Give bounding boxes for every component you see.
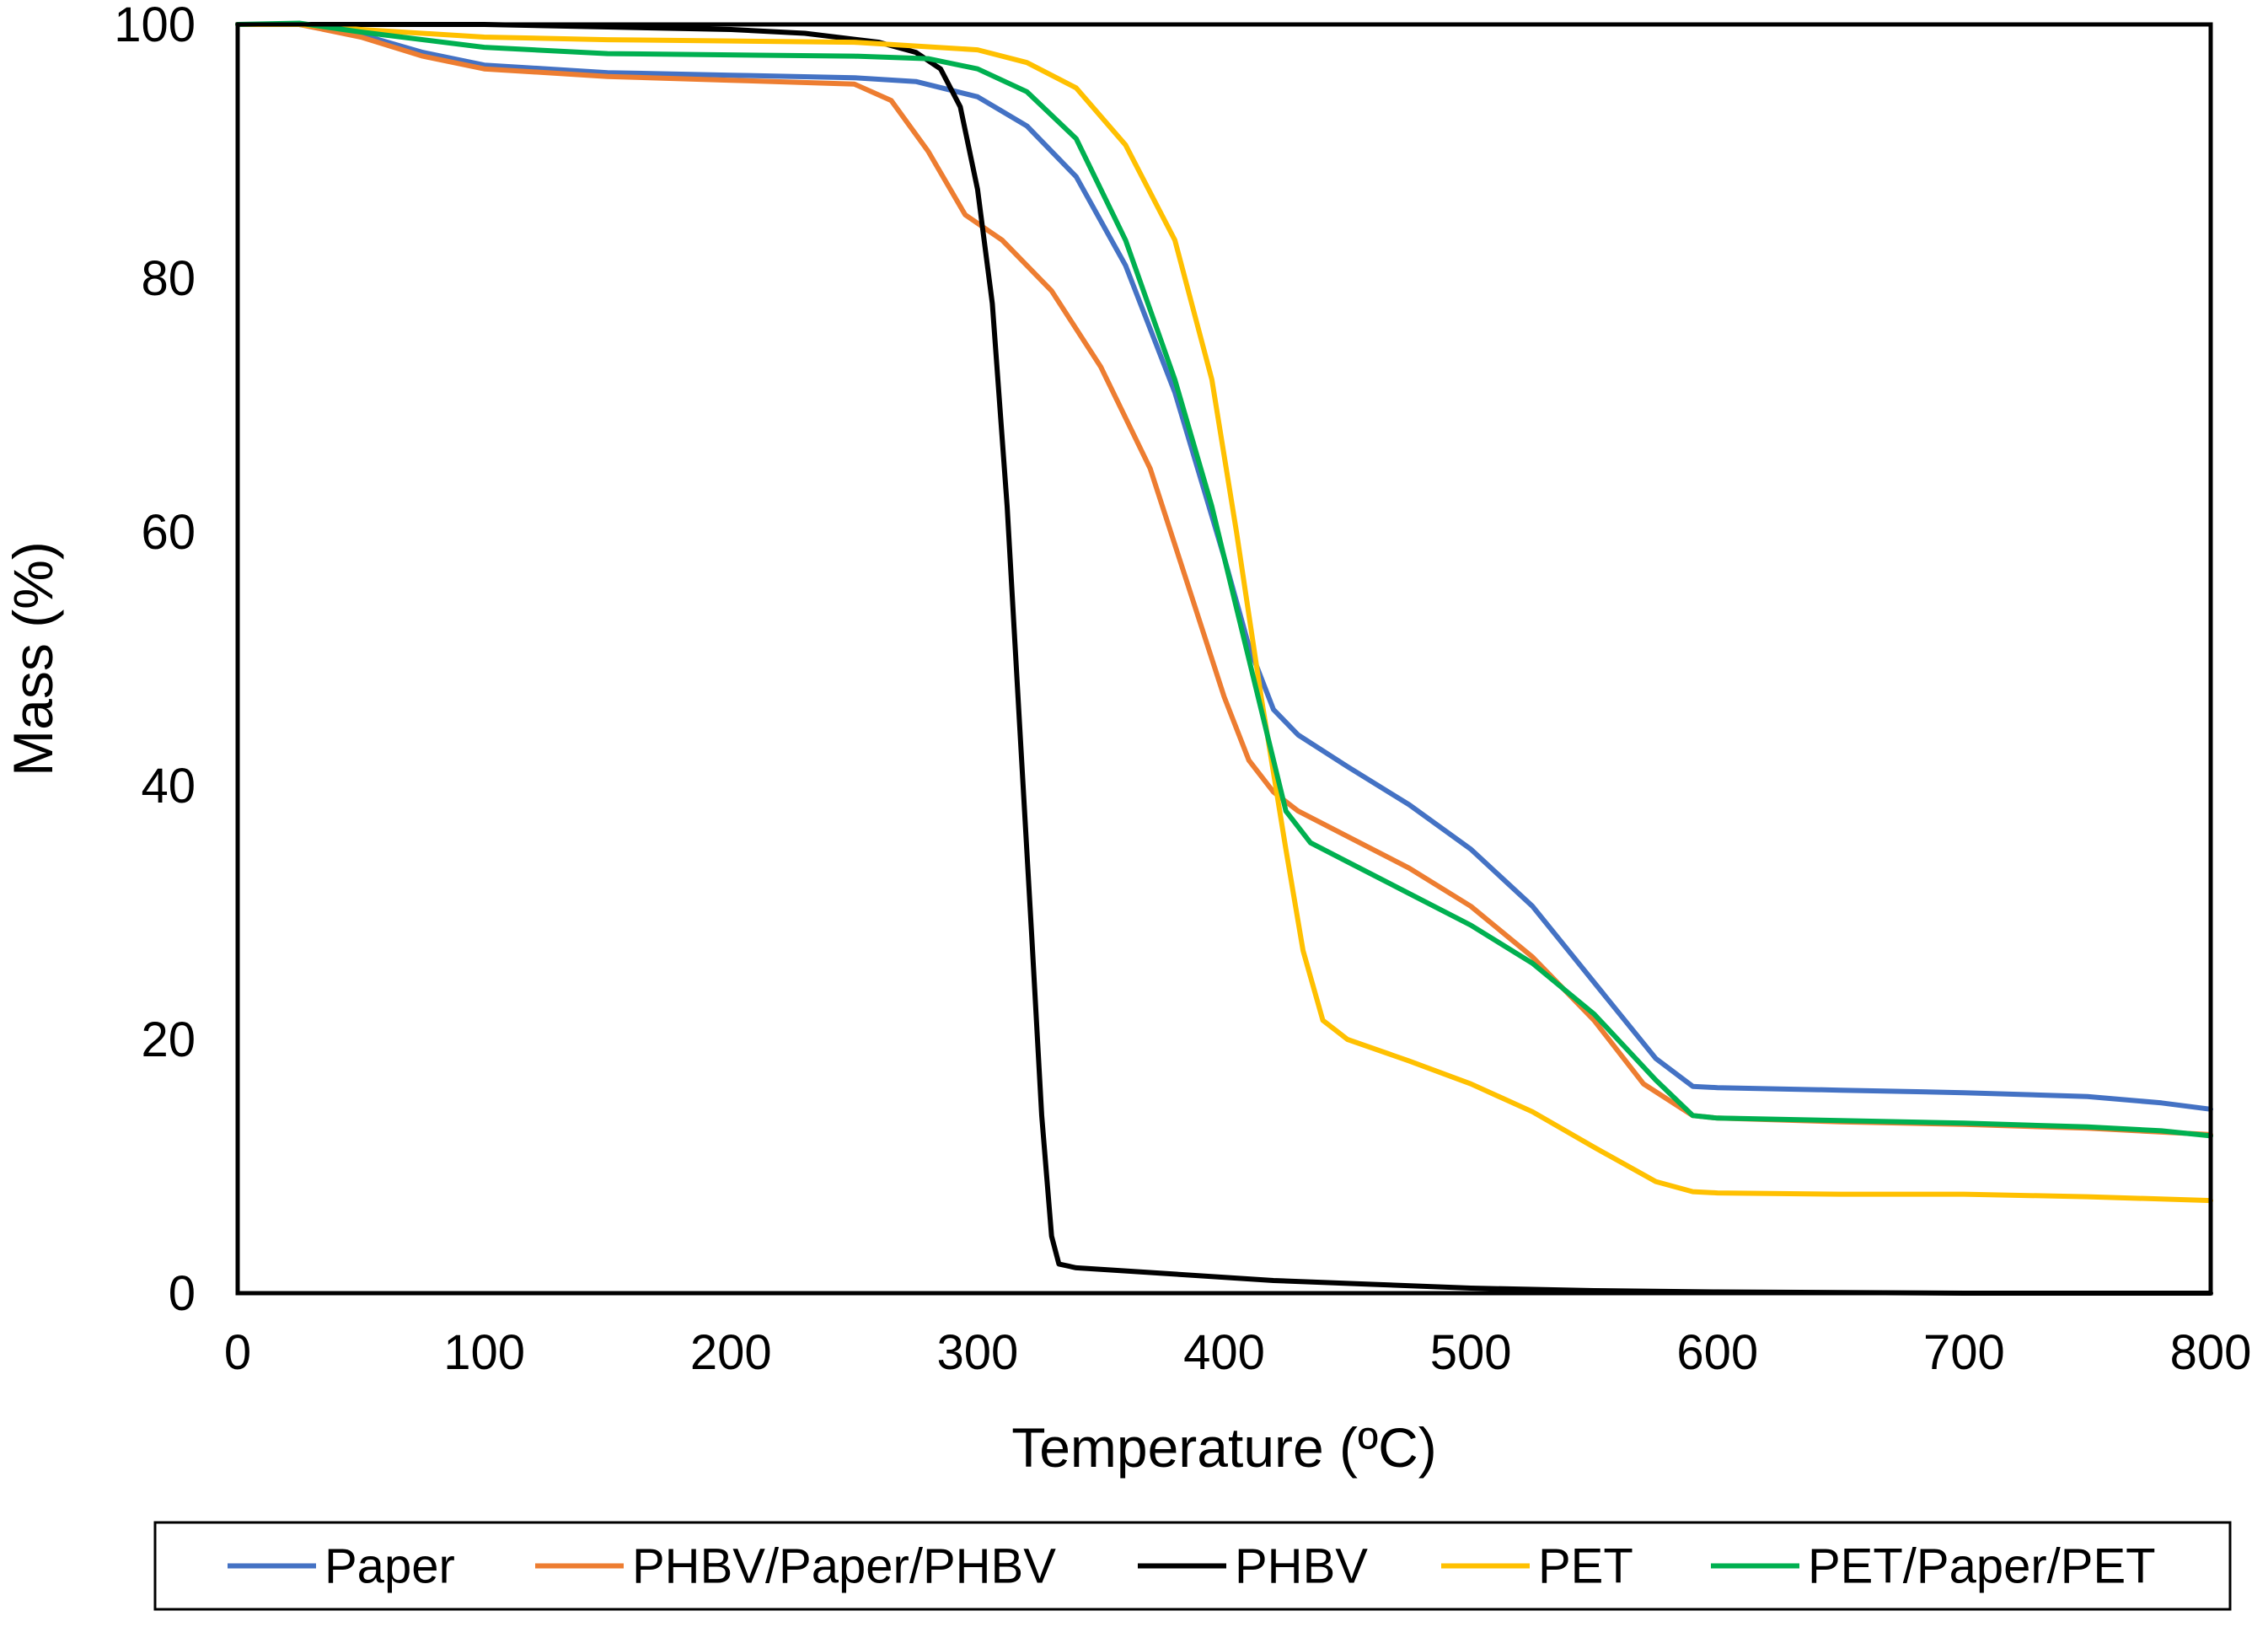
x-axis-title: Temperature (ºC) [1011,1416,1437,1479]
plot-frame [235,22,2213,1296]
x-tick-labels: 0 100 200 300 400 500 600 700 800 [224,1325,2252,1380]
series-layer [235,20,2213,1296]
legend-label: PHBV [1235,1539,1368,1594]
legend-item-pet: PET [1441,1539,1633,1594]
legend-label: Paper [324,1539,455,1594]
y-tick-label: 60 [141,505,196,560]
legend-label: PET/Paper/PET [1808,1539,2156,1594]
legend-items: Paper PHBV/Paper/PHBV PHBV PET PET/Paper/PET [228,1539,2156,1594]
legend-item-phbv: PHBV [1138,1539,1368,1594]
y-tick-label: 80 [141,251,196,306]
x-tick-label: 300 [936,1325,1018,1380]
x-tick-label: 500 [1430,1325,1512,1380]
y-tick-label: 40 [141,759,196,814]
legend-label: PHBV/Paper/PHBV [632,1539,1056,1594]
legend-item-paper: Paper [228,1539,455,1594]
x-tick-label: 100 [443,1325,525,1380]
legend-item-pet-paper-pet: PET/Paper/PET [1711,1539,2156,1594]
y-axis-title: Mass (%) [2,541,64,776]
plot-area [238,24,2211,1293]
x-tick-label: 600 [1676,1325,1758,1380]
x-tick-label: 800 [2170,1325,2252,1380]
x-tick-label: 0 [224,1325,251,1380]
x-tick-label: 200 [690,1325,772,1380]
y-tick-label: 100 [114,0,196,52]
y-tick-label: 20 [141,1012,196,1067]
x-tick-label: 400 [1183,1325,1265,1380]
legend-item-phbv-paper-phbv: PHBV/Paper/PHBV [535,1539,1056,1594]
series-line-phbv [235,22,2213,1296]
y-tick-label: 0 [169,1266,196,1321]
x-tick-label: 700 [1923,1325,2005,1380]
legend: Paper PHBV/Paper/PHBV PHBV PET PET/Paper/PET [153,1521,2232,1611]
series-line-paper [235,22,2213,1112]
y-tick-labels: 0 20 40 60 80 100 [114,0,196,1321]
legend-label: PET [1538,1539,1633,1594]
series-line-pet [235,22,2213,1204]
series-line-pet-paper-pet [235,20,2213,1139]
